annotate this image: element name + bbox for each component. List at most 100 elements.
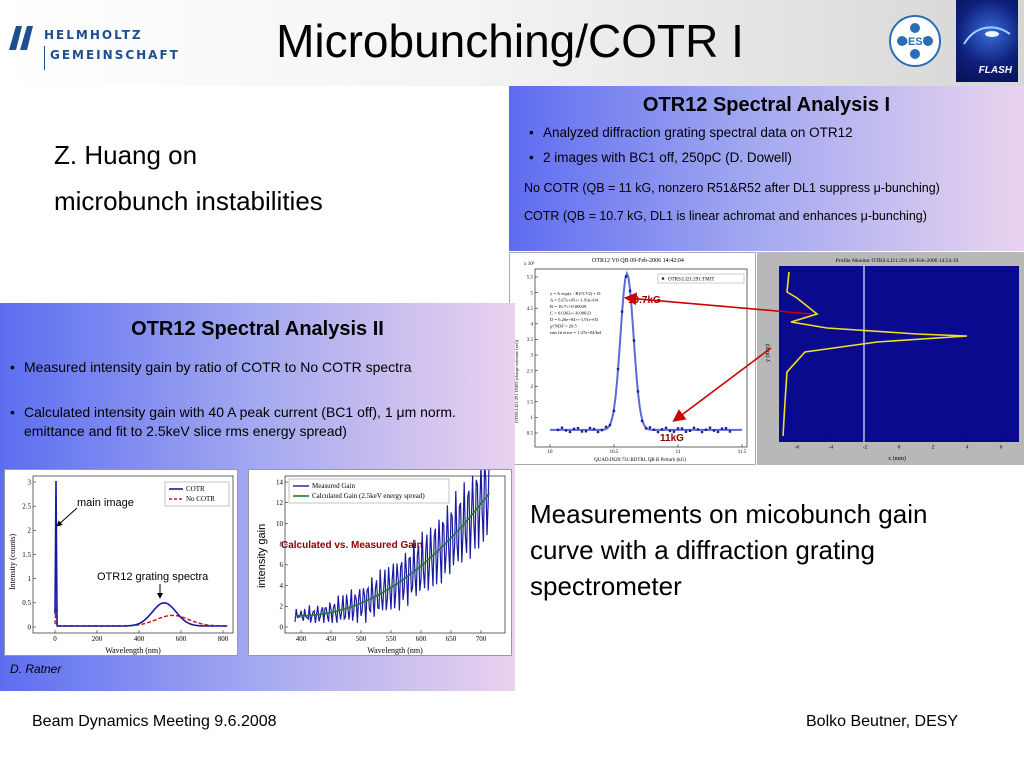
scan-data-point <box>616 367 620 371</box>
profile-monitor-image: Profile Monitor OTRS:LI21:291 09-Feb-200… <box>757 252 1024 465</box>
y-tick-label: 0 <box>280 623 284 631</box>
scan-data-point <box>576 426 580 430</box>
scan-data-point <box>632 339 636 342</box>
helmholtz-logo: HELMHOLTZ GEMEINSCHAFT <box>6 18 178 78</box>
scan-data-point <box>652 428 656 431</box>
y-tick-label: 8 <box>280 540 284 548</box>
scan-data-point <box>568 430 572 434</box>
arrow-main-image <box>56 507 78 527</box>
monitor-x-ticks: -6 -4 -2 0 2 4 6 <box>795 439 1003 451</box>
scan-data-point <box>680 427 684 430</box>
y-tick-label: 1.5 <box>22 551 31 559</box>
gain-y-ticks: 0 2 4 6 8 10 12 14 <box>276 478 288 631</box>
spectra-legend <box>164 481 230 507</box>
x-tick-label: 10.5 <box>610 450 619 455</box>
scan-data-point <box>556 428 560 432</box>
y-tick-label: 1 <box>28 575 32 583</box>
gain-x-label: Wavelength (nm) <box>367 646 423 655</box>
scan-data-point <box>716 430 720 434</box>
helmholtz-emblem-icon <box>9 26 33 50</box>
x-tick-label: 2 <box>932 445 935 451</box>
arrow-to-11kg <box>672 347 772 422</box>
x-tick-label: -4 <box>829 445 834 451</box>
scan-data-point <box>636 390 640 393</box>
fit-parameter-line: A = 5.67e+05+/-1.93e+04 <box>550 298 599 303</box>
scan-data-point <box>624 275 628 278</box>
x-tick-label: 11 <box>676 450 681 455</box>
panel1-no-cotr-line: No COTR (QB = 11 kG, nonzero R51&R52 aft… <box>524 181 940 195</box>
x-tick-label: 0 <box>53 635 57 643</box>
gain-plot: 0 2 4 6 8 10 12 14 400 450 500 550 600 650 700 Measur… <box>256 446 506 655</box>
annotation-grating-spectra: OTR12 grating spectra <box>97 571 209 583</box>
spectra-x-ticks: 0 200 400 600 800 <box>53 630 229 643</box>
y-tick-label: 2 <box>531 385 534 390</box>
scan-data-point <box>628 289 632 293</box>
y-tick-label: 2 <box>280 603 284 611</box>
header-bar <box>0 0 1024 86</box>
scan-data-point <box>676 427 680 430</box>
fit-parameter-line: D = 6.26e+04+/-1.91e+03 <box>550 317 599 322</box>
gain-legend <box>288 478 450 504</box>
scan-data-point <box>596 430 600 434</box>
scan-data-point <box>560 426 564 429</box>
y-tick-label: 1 <box>531 416 534 421</box>
flash-logo: FLASH <box>956 0 1018 82</box>
label-10-7kg: 10.7kG <box>628 295 661 306</box>
flash-swirl-icon <box>963 26 1011 45</box>
x-tick-label: 400 <box>134 635 145 643</box>
monitor-header: Profile Monitor OTRS:LI21:291 09-Feb-200… <box>836 257 959 264</box>
helmholtz-subname: GEMEINSCHAFT <box>50 48 180 62</box>
y-tick-label: 6 <box>280 561 284 569</box>
x-tick-label: 600 <box>176 635 187 643</box>
desy-logo-icon: DESY <box>889 15 941 67</box>
scan-y-label: OTRS:LI21:291 TMIT (charge estimate (nel… <box>514 339 519 423</box>
scan-data-point <box>708 426 712 429</box>
y-tick-label: 2 <box>28 527 32 535</box>
scan-data-point <box>592 427 596 431</box>
scan-data-point <box>688 429 692 433</box>
y-tick-label: 10 <box>276 520 284 528</box>
y-tick-label: 5.5 <box>527 276 534 281</box>
panel2-bullet: Measured intensity gain by ratio of COTR… <box>10 358 504 377</box>
calculated-gain-series <box>295 492 491 617</box>
scan-data-point <box>584 430 588 433</box>
panel1-bullet: 2 images with BC1 off, 250pC (D. Dowell) <box>529 149 1013 167</box>
scan-data-point <box>600 428 604 432</box>
scan-data-points <box>556 275 732 434</box>
y-tick-label: 4 <box>531 322 534 327</box>
scan-data-point <box>572 427 576 431</box>
gain-x-ticks: 400 450 500 550 600 650 700 <box>296 630 487 643</box>
panel-spectral-analysis-2: OTR12 Spectral Analysis II Measured inte… <box>0 303 515 691</box>
profile-monitor-plot: Profile Monitor OTRS:LI21:291 09-Feb-200… <box>757 252 1024 465</box>
scan-data-point <box>644 427 648 430</box>
panel-spectral-analysis-1: OTR12 Spectral Analysis I Analyzed diffr… <box>509 86 1024 251</box>
x-tick-label: -2 <box>863 445 868 451</box>
x-tick-label: 6 <box>1000 445 1003 451</box>
arrow-to-10-7kg <box>623 292 812 315</box>
legend-nocotr-label: No COTR <box>186 495 215 503</box>
scan-data-point <box>692 426 696 429</box>
scan-data-point <box>664 426 668 430</box>
credit-ratner: D. Ratner <box>10 662 62 676</box>
scan-y-exponent: x 10⁵ <box>524 261 535 267</box>
x-tick-label: 800 <box>218 635 229 643</box>
measurement-caption: Measurements on micobunch gain curve wit… <box>530 499 928 601</box>
scan-data-point <box>612 409 616 413</box>
quad-scan-chart: OTR12 V0 QB 09-Feb-2006 14:42:04 x 10⁵ 0… <box>509 252 756 465</box>
scan-data-point <box>704 428 708 431</box>
x-tick-label: 200 <box>92 635 103 643</box>
monitor-spectrum-trace <box>782 271 968 437</box>
x-tick-label: 600 <box>416 635 427 643</box>
spectra-y-label: Intensity (counts) <box>8 533 17 590</box>
scan-header: OTR12 V0 QB 09-Feb-2006 14:42:04 <box>592 258 684 264</box>
spectra-chart: 0 0.5 1 1.5 2 2.5 3 0 200 400 600 800 COTR No COTR… <box>4 469 238 656</box>
y-tick-label: 0.5 <box>22 599 31 607</box>
annotation-arrows <box>623 292 812 422</box>
y-tick-label: 5 <box>531 291 534 296</box>
intro-line-1: Z. Huang on <box>54 140 198 170</box>
y-tick-label: 3 <box>28 478 32 486</box>
scan-data-point <box>640 419 644 423</box>
panel1-title: OTR12 Spectral Analysis I <box>642 94 891 116</box>
legend-calc-label: Calculated Gain (2.5keV energy spread) <box>312 492 425 500</box>
panel2-bullet: Calculated intensity gain with 40 A peak… <box>10 403 504 441</box>
